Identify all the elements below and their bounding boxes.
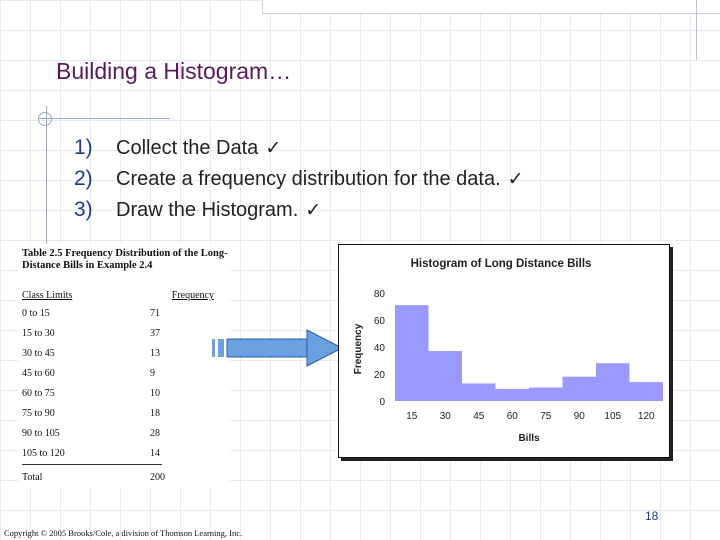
frequency-table: Table 2.5 Frequency Distribution of the … bbox=[18, 244, 230, 488]
table-row: 15 to 30 37 bbox=[22, 328, 228, 342]
table-cell-limits: 30 to 45 bbox=[22, 348, 55, 359]
table-cell-limits: 0 to 15 bbox=[22, 308, 50, 319]
table-total-value: 200 bbox=[150, 472, 165, 483]
histogram-bar bbox=[562, 376, 596, 401]
histogram-bar bbox=[629, 382, 663, 401]
table-cell-frequency: 9 bbox=[150, 368, 155, 379]
table-cell-limits: 75 to 90 bbox=[22, 408, 55, 419]
step-text: Create a frequency distribution for the … bbox=[116, 168, 501, 190]
x-tick-label: 45 bbox=[473, 411, 485, 422]
step-item: 2) Create a frequency distribution for t… bbox=[74, 167, 524, 198]
histogram-bar bbox=[428, 351, 462, 401]
table-cell-limits: 60 to 75 bbox=[22, 388, 55, 399]
chart-y-label: Frequency bbox=[353, 323, 364, 374]
step-number: 3) bbox=[74, 198, 93, 221]
table-cell-limits: 15 to 30 bbox=[22, 328, 55, 339]
y-tick-label: 60 bbox=[374, 316, 386, 327]
table-row: 0 to 15 71 bbox=[22, 308, 228, 322]
histogram-bar bbox=[395, 305, 429, 401]
step-number: 2) bbox=[74, 167, 93, 190]
table-total-row: Total 200 bbox=[22, 472, 228, 486]
table-total-rule bbox=[22, 464, 162, 465]
y-tick-label: 20 bbox=[374, 370, 386, 381]
histogram-chart: Histogram of Long Distance Bills Frequen… bbox=[338, 244, 670, 458]
table-caption: Table 2.5 Frequency Distribution of the … bbox=[22, 248, 228, 271]
histogram-bar bbox=[596, 363, 630, 401]
table-cell-frequency: 10 bbox=[150, 388, 160, 399]
step-text: Collect the Data bbox=[116, 137, 259, 159]
checkmark-icon: ✓ bbox=[265, 138, 282, 159]
table-row: 60 to 75 10 bbox=[22, 388, 228, 402]
table-cell-limits: 45 to 60 bbox=[22, 368, 55, 379]
table-cell-frequency: 14 bbox=[150, 448, 160, 459]
chart-title: Histogram of Long Distance Bills bbox=[411, 258, 592, 270]
table-cell-frequency: 18 bbox=[150, 408, 160, 419]
checkmark-icon: ✓ bbox=[305, 200, 322, 221]
histogram-bar bbox=[529, 387, 563, 401]
table-cell-limits: 90 to 105 bbox=[22, 428, 60, 439]
right-arrow-icon bbox=[212, 328, 344, 368]
y-tick-label: 40 bbox=[374, 343, 386, 354]
step-item: 3) Draw the Histogram. ✓ bbox=[74, 198, 524, 229]
histogram-bar bbox=[495, 388, 529, 401]
table-cell-frequency: 28 bbox=[150, 428, 160, 439]
slide-decoration-block bbox=[262, 0, 720, 14]
step-item: 1) Collect the Data ✓ bbox=[74, 136, 524, 167]
histogram-svg: Histogram of Long Distance Bills Frequen… bbox=[353, 258, 663, 444]
steps-list: 1) Collect the Data ✓ 2) Create a freque… bbox=[74, 136, 524, 229]
x-tick-label: 105 bbox=[604, 411, 621, 422]
step-text: Draw the Histogram. bbox=[116, 199, 299, 221]
slide-title: Building a Histogram… bbox=[56, 58, 292, 84]
table-total-label: Total bbox=[22, 472, 43, 483]
histogram-bar bbox=[462, 383, 496, 401]
table-header: Class Limits Frequency bbox=[22, 290, 228, 301]
chart-x-label: Bills bbox=[518, 433, 540, 444]
slide-decoration-line bbox=[696, 0, 697, 60]
slide-decoration-circle bbox=[38, 112, 52, 126]
table-row: 105 to 120 14 bbox=[22, 448, 228, 462]
table-row: 30 to 45 13 bbox=[22, 348, 228, 362]
table-row: 45 to 60 9 bbox=[22, 368, 228, 382]
x-tick-label: 90 bbox=[574, 411, 586, 422]
table-col-limits: Class Limits bbox=[22, 290, 73, 301]
slide-decoration-rule bbox=[38, 118, 170, 119]
step-number: 1) bbox=[74, 136, 93, 159]
y-tick-label: 80 bbox=[374, 289, 386, 300]
table-cell-frequency: 37 bbox=[150, 328, 160, 339]
x-tick-label: 75 bbox=[540, 411, 552, 422]
table-row: 75 to 90 18 bbox=[22, 408, 228, 422]
y-tick-label: 0 bbox=[379, 397, 385, 408]
table-cell-frequency: 13 bbox=[150, 348, 160, 359]
x-tick-label: 15 bbox=[406, 411, 418, 422]
x-tick-label: 30 bbox=[440, 411, 452, 422]
page-number: 18 bbox=[645, 509, 659, 523]
table-cell-limits: 105 to 120 bbox=[22, 448, 65, 459]
x-tick-label: 120 bbox=[638, 411, 655, 422]
copyright-text: Copyright © 2005 Brooks/Cole, a division… bbox=[4, 528, 243, 538]
table-col-frequency: Frequency bbox=[171, 290, 214, 301]
x-tick-label: 60 bbox=[507, 411, 519, 422]
table-row: 90 to 105 28 bbox=[22, 428, 228, 442]
checkmark-icon: ✓ bbox=[507, 169, 524, 190]
table-cell-frequency: 71 bbox=[150, 308, 160, 319]
slide-decoration-vrule bbox=[46, 106, 47, 256]
